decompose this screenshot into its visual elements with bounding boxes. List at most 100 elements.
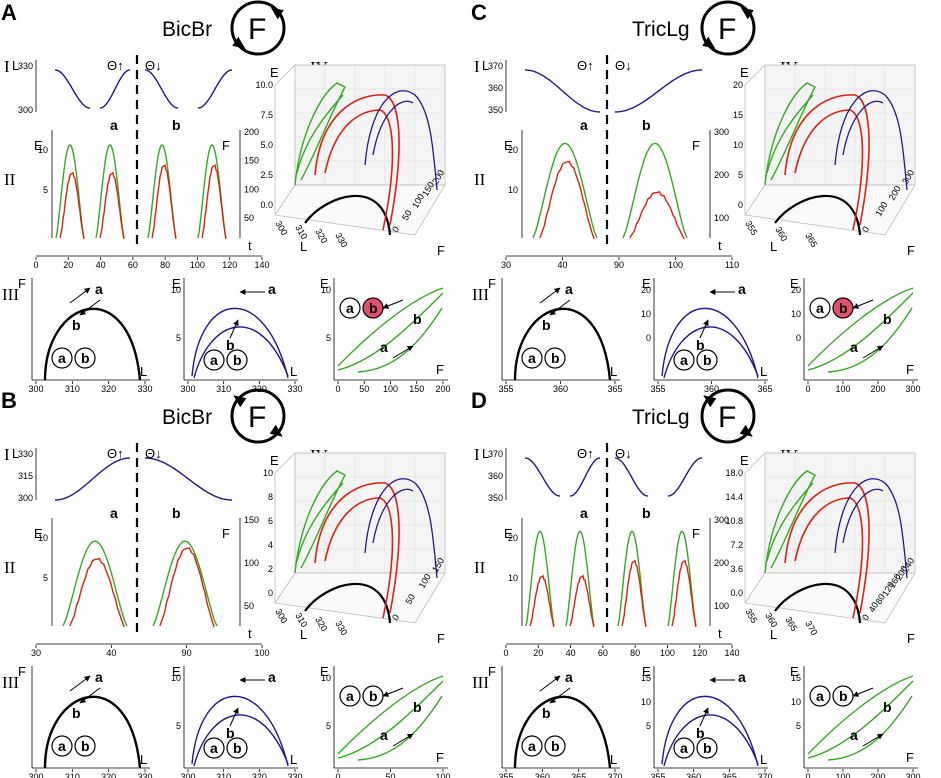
loop-arrowhead (702, 36, 716, 49)
emg-trace (621, 559, 647, 628)
length-curve-3d (842, 100, 884, 156)
phase-b-label: b (703, 740, 712, 756)
direction-arrow (392, 345, 414, 359)
loop-label-a: a (850, 339, 858, 355)
angle-label-down: Θ↓ (615, 58, 632, 73)
x-tick-label: 0 (805, 384, 810, 394)
row-label-i: I (474, 445, 480, 464)
x-tick-label: 360 (553, 384, 568, 394)
y-tick-label: 350 (488, 493, 503, 503)
axis-label-l: L (610, 752, 617, 767)
y-tick-label: 330 (18, 61, 33, 71)
phase-b-circle (832, 685, 854, 707)
direction-arrow (699, 319, 709, 339)
x-tick-label: 330 (287, 772, 302, 778)
l-tick-label: 330 (333, 619, 349, 637)
panel-letter: C (471, 0, 487, 25)
direction-arrow (852, 687, 874, 697)
length-trace (524, 69, 601, 113)
phase-a-circle (203, 349, 225, 371)
x-tick-label: 360 (535, 772, 550, 778)
emg-trace (529, 574, 555, 628)
loop-label-a: a (565, 281, 573, 297)
axis-label-e: E (320, 664, 329, 679)
loop-label-a: a (268, 281, 276, 297)
x-tick-label: 355 (650, 772, 665, 778)
force-trace (525, 530, 555, 627)
axis-label-f: F (488, 664, 496, 679)
phase-b-label: b (81, 350, 90, 366)
emg-curve-3d (794, 497, 864, 619)
x-tick-label: 355 (498, 384, 513, 394)
phase-a-circle (673, 737, 695, 759)
loop-force-letter: F (248, 13, 266, 46)
x-tick-label: 300 (28, 772, 43, 778)
y-tick-label: 10 (38, 145, 48, 155)
angle-label-up: Θ↑ (577, 446, 594, 461)
length-trace (197, 69, 233, 109)
x-tick-label: 370 (607, 772, 622, 778)
force-trace (532, 142, 598, 239)
angle-label-up: Θ↑ (107, 58, 124, 73)
emg-curve-3d (324, 109, 394, 231)
force-length-loop (513, 307, 612, 381)
axis-label-e: E (642, 664, 651, 679)
axis-label-f: F (906, 750, 914, 765)
loop-label-a: a (95, 281, 103, 297)
force-trace (197, 143, 227, 239)
l-tick-label: 355 (743, 219, 759, 237)
phase-b-circle (362, 297, 384, 319)
y-tick-label: 360 (488, 471, 503, 481)
direction-arrow (69, 287, 91, 304)
y-tick-label: 14.4 (725, 492, 743, 502)
y-tick-label: 3.6 (730, 564, 743, 574)
x-tick-label: 100 (835, 772, 850, 778)
l-tick-label: 370 (803, 619, 819, 637)
phase-a-circle (51, 735, 73, 757)
l-tick-label: 365 (803, 231, 819, 249)
y-tick-label: 0.0 (260, 200, 273, 210)
f-tick-label: 0 (860, 225, 871, 234)
axis-label-e: E (790, 664, 799, 679)
y-tick-label: 0.0 (730, 588, 743, 598)
f-tick-label: 0 (390, 225, 401, 234)
y-tick-label: 300 (714, 127, 729, 137)
loop-label-b: b (413, 699, 422, 715)
y-tick-label: 10 (791, 697, 801, 707)
x-tick-label: 120 (692, 648, 707, 658)
force-trace (147, 143, 177, 239)
emg-length-loop (661, 307, 759, 379)
length-trace (524, 457, 561, 497)
x-tick-label: 20 (533, 648, 543, 658)
x-tick-label: 50 (385, 772, 395, 778)
panel-letter: D (471, 388, 487, 413)
y-tick-label: 10 (321, 285, 331, 295)
y-tick-label: 0 (738, 200, 743, 210)
phase-a-circle (521, 347, 543, 369)
loop-direction-icon (700, 0, 756, 56)
y-tick-label: 4 (268, 540, 273, 550)
f-tick-label: 50 (403, 592, 417, 606)
x-tick-label: 100 (190, 260, 205, 270)
y-tick-label: 7.5 (260, 110, 273, 120)
x-tick-label: 365 (722, 772, 737, 778)
phase-b-circle (362, 685, 384, 707)
phase-b-circle (696, 737, 718, 759)
x-tick-label: 120 (222, 260, 237, 270)
loop-label-a: a (380, 727, 388, 743)
l-tick-label: 355 (743, 607, 759, 625)
y-tick-label: 15 (733, 110, 743, 120)
loop-label-b: b (883, 699, 892, 715)
y-tick-label: 200 (714, 170, 729, 180)
panel-letter: A (1, 0, 17, 25)
axis-label-f: F (437, 243, 445, 258)
y-tick-label: 350 (488, 105, 503, 115)
length-trace (614, 457, 649, 497)
x-tick-label: 0 (503, 648, 508, 658)
force-length-loop (513, 695, 612, 769)
axis-label-l: L (290, 364, 297, 379)
axis-label-e: E (34, 526, 43, 541)
axis-label-f: F (436, 750, 444, 765)
